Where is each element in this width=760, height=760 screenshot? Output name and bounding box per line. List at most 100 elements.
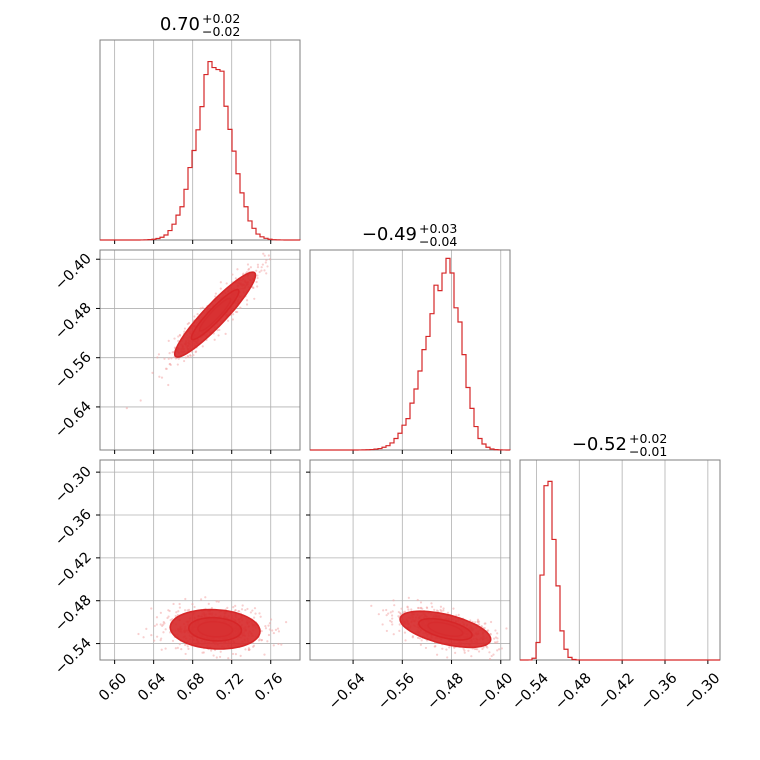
sample-point xyxy=(172,602,175,606)
grid xyxy=(352,250,502,450)
hist-1-title-minus: −0.04 xyxy=(419,234,457,249)
x-tick-label: 0.60 xyxy=(96,670,130,704)
hist-2-title-plus: +0.02 xyxy=(629,431,667,446)
sample-point xyxy=(475,647,478,651)
sample-point xyxy=(226,319,230,322)
sample-point xyxy=(234,277,237,280)
sample-point xyxy=(260,630,263,633)
sample-point xyxy=(390,620,393,623)
sample-point xyxy=(381,623,384,626)
y-tick-label: −0.40 xyxy=(52,251,95,294)
x-tick-label: 0.68 xyxy=(174,670,208,704)
sample-point xyxy=(390,614,394,617)
sample-point xyxy=(435,653,439,656)
sample-point xyxy=(167,357,170,360)
sample-point xyxy=(139,399,142,402)
sample-point xyxy=(215,656,218,659)
sample-point xyxy=(398,629,401,632)
sample-point xyxy=(480,625,483,628)
joint-density xyxy=(370,596,534,660)
sample-point xyxy=(263,254,266,257)
panel-joint-1-2 xyxy=(306,459,534,664)
histogram-line xyxy=(520,480,720,661)
sample-point xyxy=(187,647,190,650)
sample-point xyxy=(284,620,288,624)
sample-point xyxy=(416,606,420,610)
sample-point xyxy=(407,608,410,611)
sample-point xyxy=(183,359,186,363)
sample-point xyxy=(193,315,196,318)
sample-point xyxy=(434,644,437,648)
sample-point xyxy=(173,337,176,340)
sample-point xyxy=(419,606,422,610)
sample-point xyxy=(430,602,433,605)
sample-point xyxy=(259,615,262,618)
sample-point xyxy=(258,270,261,274)
sample-point xyxy=(217,600,220,603)
sample-point xyxy=(403,631,407,634)
sample-point xyxy=(255,269,258,272)
sample-point xyxy=(370,604,373,607)
sample-point xyxy=(199,307,202,310)
sample-point xyxy=(236,268,239,271)
sample-point xyxy=(505,627,508,630)
x-tick-label: −0.54 xyxy=(509,670,552,713)
sample-point xyxy=(410,608,413,611)
sample-point xyxy=(176,363,179,366)
sample-point xyxy=(180,648,183,651)
sample-point xyxy=(158,375,161,378)
sample-point xyxy=(267,254,270,257)
sample-point xyxy=(416,598,419,602)
sample-point xyxy=(268,622,271,625)
sample-point xyxy=(219,287,222,290)
sample-point xyxy=(251,286,255,289)
sample-point xyxy=(255,280,258,284)
panel-hist-1 xyxy=(309,249,511,454)
sample-point xyxy=(406,605,409,608)
panel-joint-0-2 xyxy=(96,459,301,664)
grid xyxy=(536,460,709,660)
sample-point xyxy=(286,246,288,248)
sample-point xyxy=(245,303,249,306)
sample-point xyxy=(174,614,177,618)
sample-point xyxy=(201,306,204,309)
sample-point xyxy=(171,351,174,354)
sample-point xyxy=(230,659,233,660)
sample-point xyxy=(234,608,237,612)
hist-2-title: −0.52 xyxy=(572,434,627,455)
sample-point xyxy=(239,306,242,309)
sample-point xyxy=(489,633,492,636)
sample-point xyxy=(264,627,268,630)
sample-point xyxy=(150,634,153,637)
sample-point xyxy=(496,640,499,643)
hist-1-title-plus: +0.03 xyxy=(419,221,457,236)
sample-point xyxy=(487,629,490,632)
sample-point xyxy=(164,367,168,370)
sample-point xyxy=(253,607,257,610)
sample-point xyxy=(481,647,484,651)
y-tick-label: −0.56 xyxy=(52,349,95,392)
sample-point xyxy=(249,266,252,269)
sample-point xyxy=(201,345,204,348)
sample-point xyxy=(177,339,180,343)
y-tick-label: −0.42 xyxy=(52,549,95,592)
sample-point xyxy=(264,624,267,628)
sample-point xyxy=(267,624,270,627)
sample-point xyxy=(391,617,394,620)
sample-point xyxy=(168,352,171,355)
sample-point xyxy=(184,356,188,359)
sample-point xyxy=(210,606,213,610)
sample-point xyxy=(178,606,181,609)
sample-point xyxy=(232,313,235,316)
sample-point xyxy=(387,612,390,615)
sample-point xyxy=(166,616,169,620)
sample-point xyxy=(532,645,534,647)
sample-point xyxy=(207,602,210,605)
sample-point xyxy=(249,611,252,614)
sample-point xyxy=(448,646,451,649)
sample-point xyxy=(215,600,218,603)
sample-point xyxy=(183,609,187,612)
hist-0-title-plus: +0.02 xyxy=(202,11,240,26)
sample-point xyxy=(156,356,159,359)
